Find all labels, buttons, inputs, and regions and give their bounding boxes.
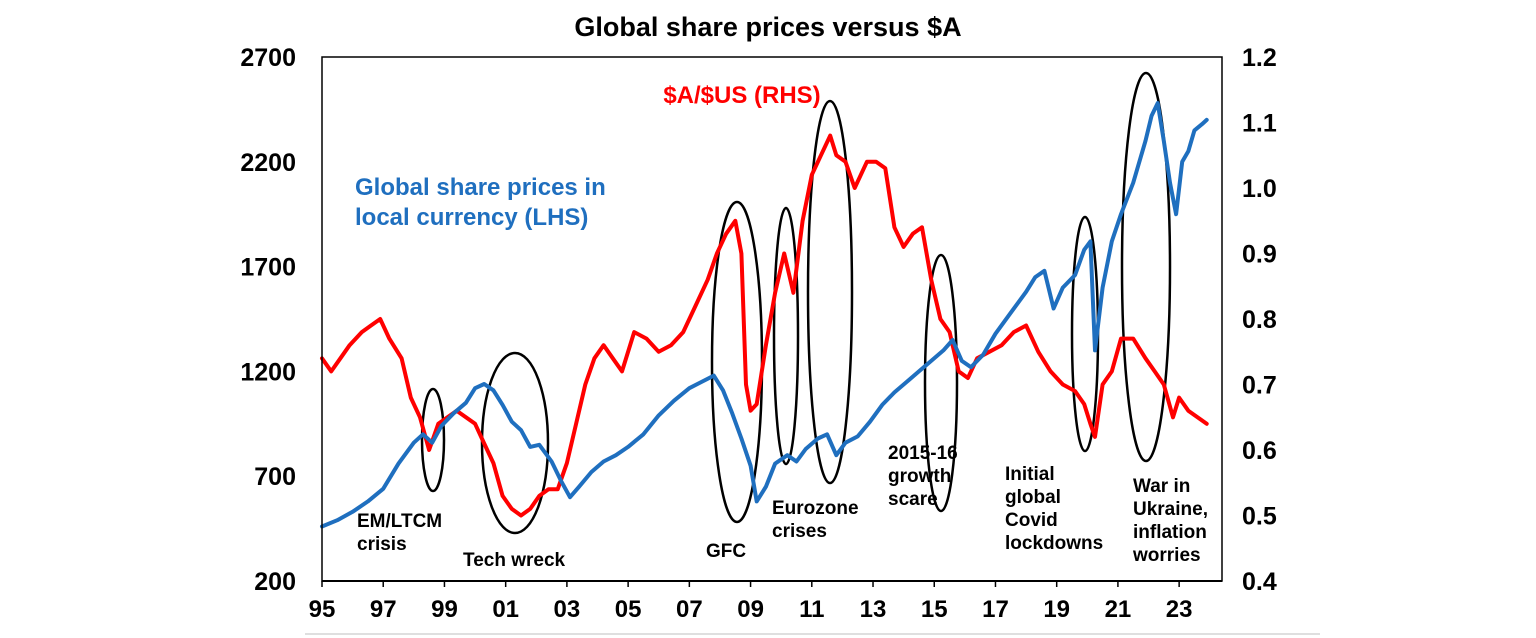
series-label: $A/$US (RHS)	[663, 82, 820, 109]
annotation-label: crises	[772, 521, 827, 542]
series-label: local currency (LHS)	[355, 204, 588, 231]
x-tick-label: 15	[921, 596, 948, 623]
left-tick-label: 1700	[240, 254, 296, 282]
annotation-label: global	[1005, 487, 1061, 508]
left-tick-label: 2200	[240, 149, 296, 177]
x-tick-label: 13	[860, 596, 887, 623]
annotation-label: growth	[888, 466, 951, 487]
annotation-label: Eurozone	[772, 498, 859, 519]
x-tick-label: 19	[1043, 596, 1070, 623]
left-tick-label: 200	[254, 568, 296, 596]
x-tick-label: 09	[737, 596, 764, 623]
right-tick-label: 0.6	[1242, 437, 1277, 465]
right-tick-label: 0.5	[1242, 503, 1277, 531]
series-labels: Global share prices in local currency (LH…	[355, 82, 821, 231]
annotation-label: 2015-16	[888, 443, 958, 464]
series-label: Global share prices in	[355, 174, 606, 201]
right-tick-label: 1.2	[1242, 44, 1277, 72]
crisis-ellipse	[923, 253, 959, 513]
right-tick-label: 1.0	[1242, 175, 1277, 203]
annotation-label: worries	[1132, 545, 1201, 566]
right-tick-label: 0.9	[1242, 241, 1277, 269]
annotation-label: inflation	[1133, 522, 1207, 543]
x-tick-label: 03	[554, 596, 581, 623]
x-tick-label: 95	[309, 596, 336, 623]
x-tick-label: 23	[1166, 596, 1193, 623]
crisis-ellipse	[1120, 71, 1172, 463]
crisis-ellipse	[420, 387, 446, 493]
annotation-label: scare	[888, 489, 938, 510]
annotation-label: Initial	[1005, 464, 1055, 485]
crisis-ellipse	[480, 351, 550, 535]
annotation-label: War in	[1133, 476, 1190, 497]
x-axis-ticks: 95 97 99 01 03 05 07 09 11 13 15 17 19 21 23	[309, 581, 1193, 623]
annotation-label: Ukraine,	[1133, 499, 1208, 520]
aud-usd-line	[320, 133, 1209, 518]
right-tick-label: 0.8	[1242, 306, 1277, 334]
crisis-ellipse	[772, 206, 800, 466]
series-lines	[320, 101, 1209, 529]
right-tick-label: 0.4	[1242, 568, 1277, 596]
left-tick-label: 700	[254, 463, 296, 491]
x-tick-label: 05	[615, 596, 642, 623]
x-tick-label: 97	[370, 596, 397, 623]
crisis-ellipse	[806, 99, 854, 485]
annotation-label: Covid	[1005, 510, 1058, 531]
x-tick-label: 01	[492, 596, 519, 623]
right-tick-label: 0.7	[1242, 372, 1277, 400]
x-tick-label: 11	[799, 596, 824, 623]
x-tick-label: 07	[676, 596, 703, 623]
annotation-label: GFC	[706, 541, 746, 562]
right-axis-ticks: 0.4 0.5 0.6 0.7 0.8 0.9 1.0 1.1 1.2	[1242, 44, 1277, 596]
annotation-label: crisis	[357, 534, 407, 555]
chart-title: Global share prices versus $A	[574, 12, 961, 42]
annotation-label: lockdowns	[1005, 533, 1103, 554]
left-tick-label: 1200	[240, 358, 296, 386]
annotation-label: Tech wreck	[463, 550, 566, 571]
left-axis-ticks: 200 700 1200 1700 2200 2700	[240, 44, 296, 596]
annotation-label: EM/LTCM	[357, 511, 442, 532]
left-tick-label: 2700	[240, 44, 296, 72]
x-tick-label: 99	[431, 596, 458, 623]
x-tick-label: 21	[1105, 596, 1132, 623]
right-tick-label: 1.1	[1242, 110, 1277, 138]
global-share-line	[320, 101, 1209, 529]
x-tick-label: 17	[982, 596, 1009, 623]
